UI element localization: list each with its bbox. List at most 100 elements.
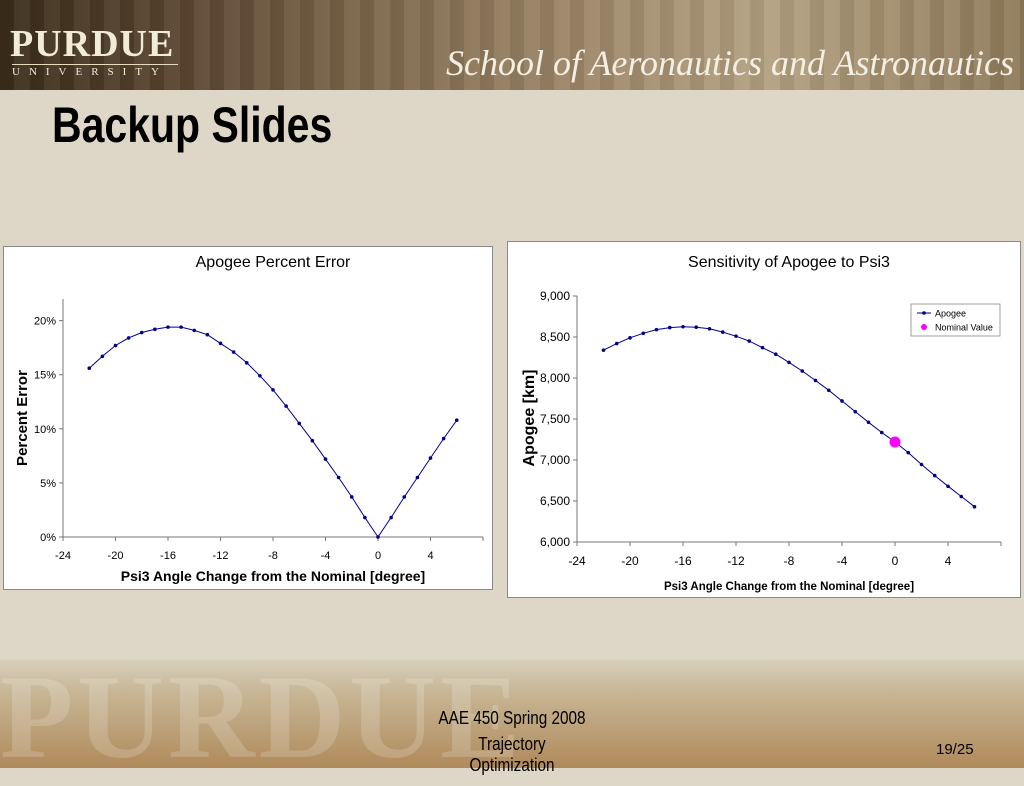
data-point	[760, 345, 765, 350]
series-line	[603, 326, 975, 508]
y-tick-label: 9,000	[540, 289, 570, 303]
legend-entry: Apogee	[935, 309, 966, 319]
campus-photo-backdrop	[0, 0, 1024, 90]
data-point	[205, 332, 210, 337]
x-tick-label: 0	[375, 550, 381, 562]
data-point	[113, 343, 118, 348]
purdue-logo-subtitle: UNIVERSITY	[12, 66, 168, 78]
data-point	[787, 360, 791, 365]
y-tick-label: 7,500	[540, 412, 570, 426]
data-point	[747, 339, 752, 343]
school-name: School of Aeronautics and Astronautics	[446, 43, 1014, 83]
data-point	[218, 341, 223, 346]
data-point	[707, 327, 712, 331]
y-tick-label: 20%	[34, 316, 56, 328]
x-tick-label: -8	[784, 554, 795, 568]
data-point	[773, 352, 778, 357]
data-point	[840, 399, 844, 403]
data-point	[906, 450, 911, 455]
data-point	[853, 409, 858, 414]
data-point	[166, 325, 170, 329]
data-point	[179, 325, 183, 329]
data-point	[641, 331, 646, 336]
data-point	[932, 473, 937, 478]
logo-divider	[12, 64, 178, 65]
y-tick-label: 10%	[34, 424, 56, 436]
data-point	[402, 495, 407, 499]
data-point	[694, 325, 699, 329]
x-tick-label: -24	[55, 550, 71, 562]
header-banner: PURDUE UNIVERSITY School of Aeronautics …	[0, 0, 1024, 90]
data-point	[601, 348, 606, 352]
chart-panel-apogee-sensitivity: Sensitivity of Apogee to Psi3 -24 -20 -16 -1…	[507, 241, 1021, 598]
x-tick-label: -20	[621, 554, 639, 568]
x-tick-label: -16	[674, 554, 692, 568]
footer-watermark: PURDUE	[0, 650, 524, 783]
data-point	[972, 504, 977, 509]
x-tick-label: -4	[837, 554, 848, 568]
data-point	[415, 475, 420, 480]
x-axis-label: Psi3 Angle Change from the Nominal [degr…	[664, 581, 914, 593]
legend-swatch-marker	[922, 311, 926, 315]
chart-title: Apogee Percent Error	[196, 254, 351, 271]
course-name: AAE 450 Spring 2008	[438, 708, 586, 728]
data-point	[192, 328, 197, 333]
data-point	[376, 535, 380, 539]
y-tick-label: 6,500	[540, 494, 570, 508]
legend-entry: Nominal Value	[935, 323, 993, 333]
data-point	[681, 324, 685, 329]
data-point	[800, 369, 805, 373]
x-tick-label: 4	[945, 554, 952, 568]
x-tick-label: -12	[727, 554, 745, 568]
data-point	[454, 418, 459, 422]
chart-title: Sensitivity of Apogee to Psi3	[688, 254, 890, 271]
x-axis-label: Psi3 Angle Change from the Nominal [degr…	[121, 568, 425, 584]
data-point	[441, 436, 446, 441]
y-tick-label: 6,000	[540, 535, 570, 549]
y-axis-label: Apogee [km]	[521, 370, 538, 467]
y-tick-label: 8,000	[540, 371, 570, 385]
x-tick-label: -8	[268, 550, 278, 562]
footer-band	[0, 660, 1024, 768]
data-point	[153, 327, 157, 332]
y-tick-label: 8,500	[540, 330, 570, 344]
data-point	[389, 515, 393, 520]
data-point	[349, 495, 354, 499]
data-point	[946, 484, 950, 489]
data-point	[628, 336, 632, 340]
data-point	[323, 457, 328, 461]
data-point	[879, 430, 884, 435]
data-point	[284, 404, 288, 408]
x-tick-label: -20	[108, 550, 124, 562]
data-point	[271, 388, 275, 392]
slide-title: Backup Slides	[52, 97, 333, 153]
x-tick-label: 0	[892, 554, 899, 568]
y-tick-label: 0%	[40, 532, 56, 544]
data-point	[428, 456, 433, 460]
data-point	[244, 361, 249, 365]
x-tick-label: -12	[213, 550, 229, 562]
data-point	[100, 354, 105, 359]
data-point	[654, 327, 659, 332]
apogee-sensitivity-chart: Sensitivity of Apogee to Psi3 -24 -20 -16 -1…	[521, 254, 1002, 593]
purdue-logo-wordmark: PURDUE	[10, 23, 175, 65]
data-point	[297, 421, 302, 426]
data-point	[258, 374, 262, 378]
data-point	[139, 330, 144, 335]
data-point	[734, 334, 738, 338]
data-point	[866, 420, 871, 425]
data-point	[310, 438, 315, 443]
chart-panel-percent-error: Apogee Percent Error -24 -20 -16 -12 -8 -4 0 4 0%…	[3, 246, 493, 590]
slide-number: 19/25	[936, 741, 974, 758]
x-tick-label: -24	[568, 554, 586, 568]
data-point	[826, 388, 831, 393]
x-tick-label: 4	[427, 550, 433, 562]
data-point	[614, 341, 619, 346]
data-point	[363, 515, 367, 520]
series-line	[88, 326, 458, 538]
data-point	[919, 462, 924, 467]
data-point	[720, 330, 725, 334]
data-point	[336, 475, 341, 480]
data-point	[667, 325, 672, 330]
percent-error-chart: Apogee Percent Error -24 -20 -16 -12 -8 -4 0 4 0%…	[14, 254, 484, 584]
